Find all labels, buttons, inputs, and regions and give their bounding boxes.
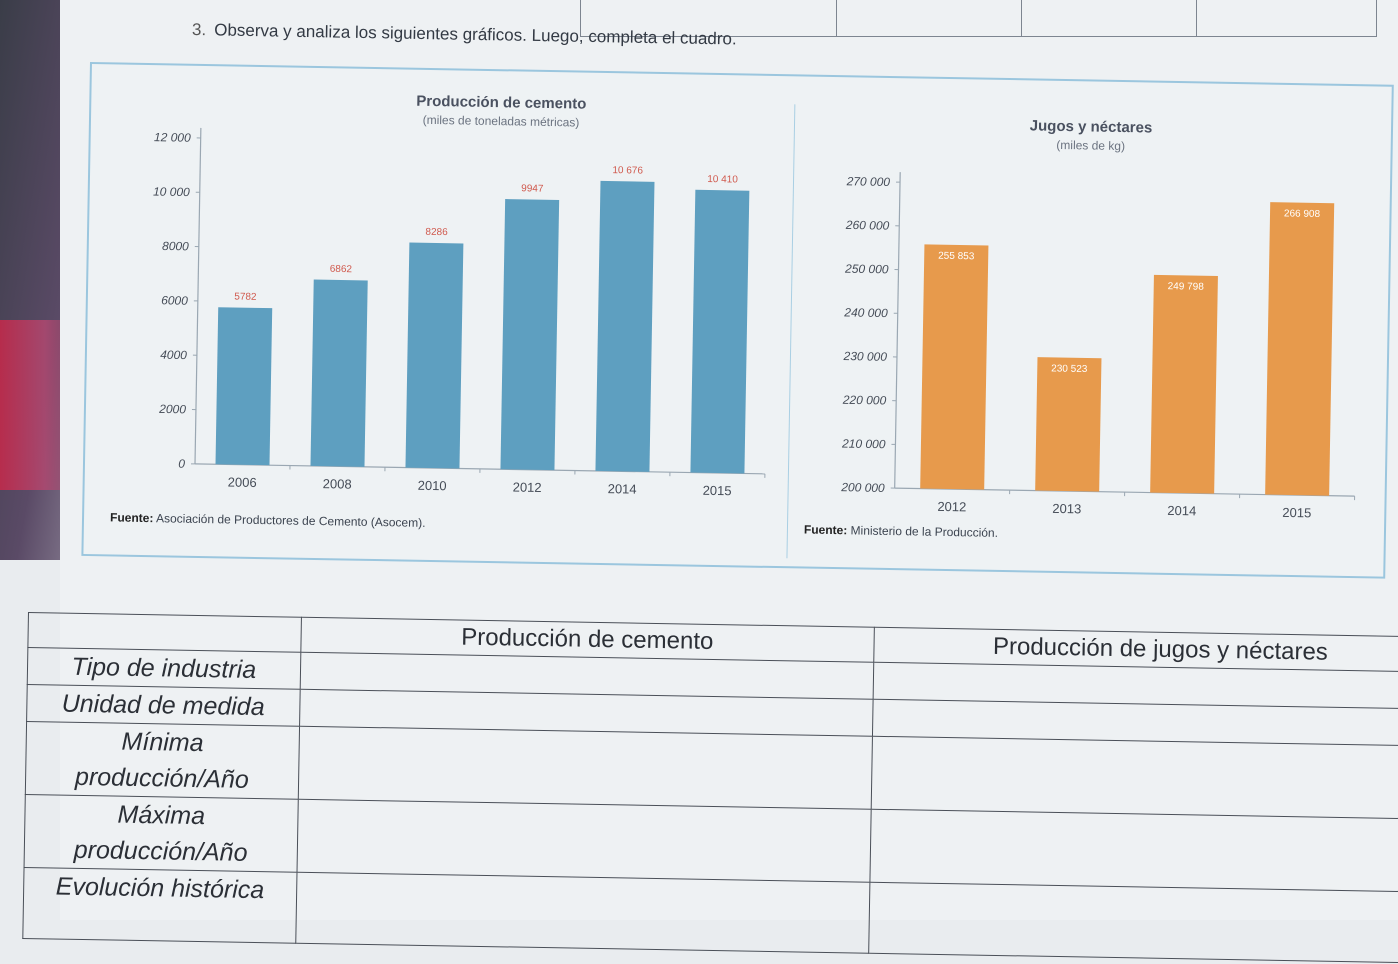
cement-y-tick-label: 0 — [178, 457, 185, 471]
cement-bar-value-label: 10 676 — [612, 165, 643, 177]
cement-y-tick-label: 2000 — [158, 402, 186, 416]
answer-cell-juices-history[interactable] — [868, 882, 1398, 963]
cement-bar-value-label: 10 410 — [707, 174, 738, 186]
cement-x-tick-label: 2015 — [703, 483, 732, 499]
answer-cell-cement-min[interactable] — [298, 726, 872, 809]
cement-bar — [500, 199, 559, 470]
juice-y-tick-label: 260 000 — [845, 218, 890, 233]
juice-bar-value-label: 249 798 — [1168, 281, 1205, 293]
cement-bar — [595, 181, 654, 472]
juice-bar — [1150, 275, 1218, 494]
cement-bar — [310, 280, 367, 467]
cement-y-tick-label: 4000 — [160, 348, 187, 362]
answer-cell-juices-min[interactable] — [871, 736, 1398, 819]
juice-x-tick-label: 2014 — [1167, 503, 1196, 519]
cement-chart-subtitle: (miles de toneladas métricas) — [423, 113, 580, 130]
juice-y-tick-label: 270 000 — [846, 174, 891, 189]
juice-bar — [1035, 357, 1101, 492]
cement-x-tick-label: 2012 — [513, 479, 542, 495]
juice-x-tick-label: 2012 — [937, 499, 966, 515]
cement-y-tick-label: 12 000 — [154, 130, 191, 145]
juice-bar-value-label: 230 523 — [1051, 363, 1088, 375]
juice-y-tick-label: 210 000 — [841, 436, 886, 451]
cement-chart-title: Producción de cemento — [416, 93, 586, 113]
juice-y-axis — [895, 172, 901, 488]
juice-x-tick-label: 2015 — [1282, 505, 1311, 521]
juice-y-tick-label: 220 000 — [842, 393, 887, 408]
juice-y-tick-label: 230 000 — [842, 349, 887, 364]
instruction-number: 3. — [192, 20, 207, 39]
cement-x-tick-label: 2008 — [323, 476, 352, 492]
cement-x-tick-label: 2010 — [418, 478, 447, 494]
cement-x-tick-label: 2014 — [608, 481, 637, 497]
row-label-history: Evolución histórica — [23, 867, 297, 943]
cement-bar — [405, 242, 463, 468]
answer-cell-cement-max[interactable] — [297, 799, 871, 882]
cement-bar — [690, 190, 749, 474]
cement-bar — [215, 307, 272, 465]
charts-frame: Producción de cemento(miles de toneladas… — [81, 62, 1393, 579]
juice-chart-title: Jugos y néctares — [1030, 117, 1153, 136]
cement-bar-value-label: 8286 — [425, 227, 448, 238]
juice-x-tick-label: 2013 — [1052, 501, 1081, 517]
juice-y-tick-label: 250 000 — [844, 262, 889, 277]
charts-canvas: Producción de cemento(miles de toneladas… — [83, 64, 1391, 577]
juice-y-tick-label: 240 000 — [843, 305, 888, 320]
table-corner-cell — [28, 613, 301, 653]
cement-y-axis — [195, 128, 201, 464]
juice-bar-value-label: 255 853 — [938, 251, 975, 263]
cement-y-tick-label: 10 000 — [153, 184, 190, 199]
cement-bar-value-label: 9947 — [521, 183, 544, 194]
juice-bar — [1265, 202, 1334, 496]
juice-chart-subtitle: (miles de kg) — [1056, 138, 1125, 153]
row-label-industry-type: Tipo de industria — [27, 648, 300, 690]
cement-bar-value-label: 5782 — [234, 291, 257, 302]
cement-x-tick-label: 2006 — [228, 474, 257, 490]
cement-bar-value-label: 6862 — [330, 264, 353, 275]
juice-bar — [920, 244, 988, 489]
cement-y-tick-label: 8000 — [162, 239, 189, 253]
answer-cell-juices-max[interactable] — [870, 809, 1398, 892]
juice-bar-value-label: 266 908 — [1284, 208, 1321, 220]
answer-cell-cement-history[interactable] — [295, 872, 869, 953]
cement-y-tick-label: 6000 — [161, 293, 188, 307]
answer-table: Producción de cemento Producción de jugo… — [22, 612, 1398, 964]
juice-y-tick-label: 200 000 — [840, 480, 885, 495]
row-label-unit: Unidad de medida — [27, 684, 300, 726]
